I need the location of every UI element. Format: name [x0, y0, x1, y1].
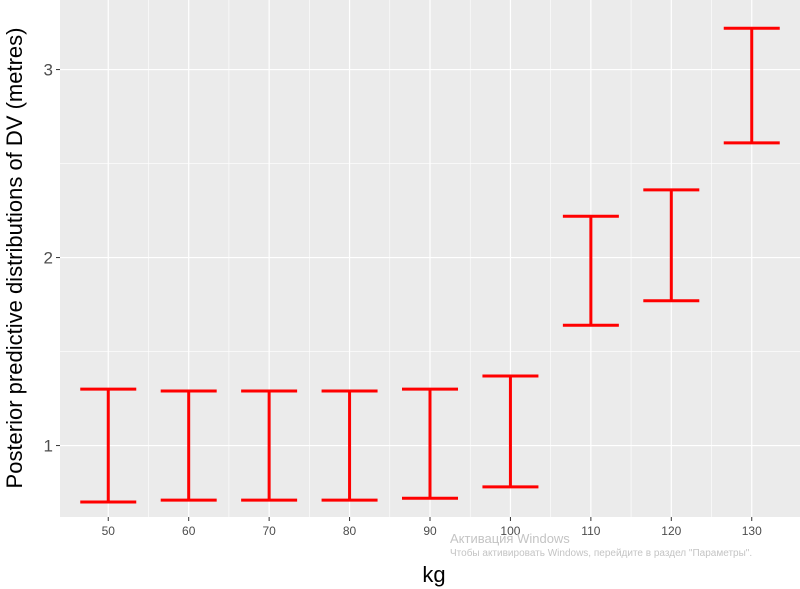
y-tick-label: 2: [44, 249, 53, 268]
x-tick-label: 110: [581, 524, 600, 538]
y-tick-label: 3: [44, 61, 53, 80]
error-bar: [562, 214, 619, 327]
x-tick-label: 90: [423, 524, 437, 538]
error-bar: [80, 387, 137, 504]
x-tick-label: 120: [661, 524, 681, 538]
error-bar: [321, 389, 378, 502]
y-axis-label: Posterior predictive distributions of DV…: [2, 28, 27, 489]
error-bar: [160, 389, 217, 502]
x-tick-label: 60: [182, 524, 196, 538]
x-tick-label: 130: [742, 524, 762, 538]
x-axis: 50 60 70 80 90 100 110 120 130: [102, 517, 762, 538]
error-bar: [643, 188, 700, 303]
error-bar: [482, 374, 539, 489]
x-axis-label: kg: [422, 562, 445, 587]
error-bar: [402, 387, 458, 500]
x-tick-label: 80: [343, 524, 357, 538]
error-bar: [723, 26, 780, 145]
x-tick-label: 70: [262, 524, 276, 538]
y-tick-label: 1: [44, 437, 53, 456]
x-tick-label: 50: [102, 524, 116, 538]
error-bars: [80, 26, 780, 504]
error-bar: [241, 389, 298, 502]
x-tick-label: 100: [500, 524, 520, 538]
y-axis: 1 2 3: [44, 61, 60, 456]
